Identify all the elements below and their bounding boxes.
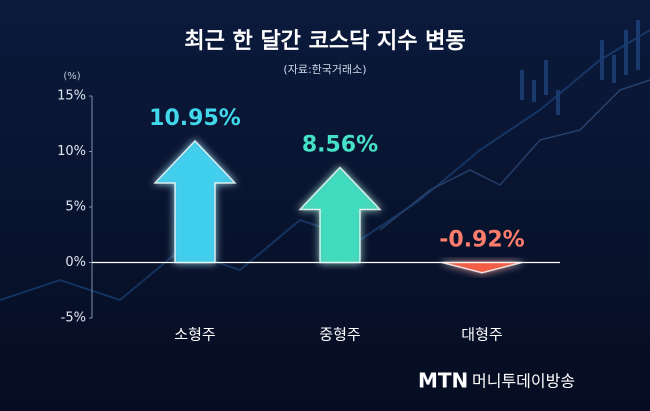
- value-label: 8.56%: [302, 132, 378, 157]
- chart-subtitle: (자료:한국거래소): [283, 63, 366, 76]
- y-tick-label: 10%: [57, 144, 86, 159]
- y-tick-label: 0%: [65, 255, 86, 270]
- y-unit: (%): [63, 71, 80, 82]
- logo-text: 머니투데이방송: [472, 372, 575, 391]
- y-tick-label: 15%: [57, 89, 86, 104]
- arrow: [441, 261, 523, 274]
- x-tick-label: 대형주: [461, 326, 502, 344]
- y-tick-label: 5%: [65, 200, 86, 215]
- value-label: 10.95%: [149, 106, 241, 131]
- x-tick-label: 소형주: [174, 326, 215, 344]
- logo: MTN: [418, 369, 468, 393]
- value-label: -0.92%: [439, 228, 524, 253]
- chart-title: 최근 한 달간 코스닥 지수 변동: [184, 29, 465, 54]
- arrow: [298, 166, 382, 264]
- arrow: [153, 139, 237, 264]
- y-tick-label: -5%: [61, 311, 86, 326]
- x-tick-label: 중형주: [319, 326, 360, 344]
